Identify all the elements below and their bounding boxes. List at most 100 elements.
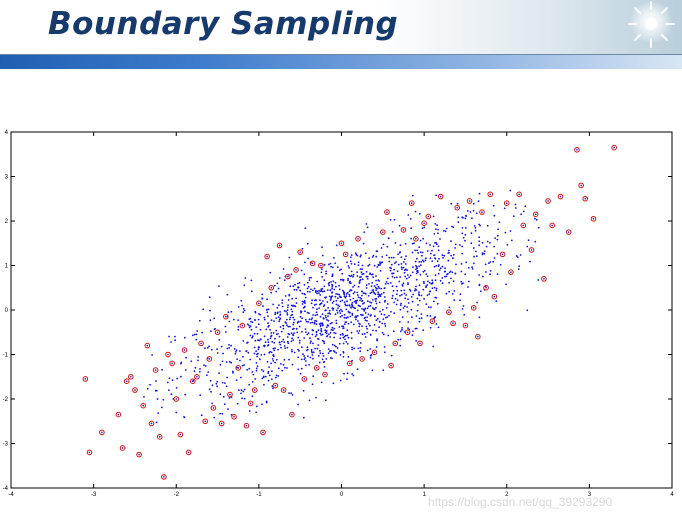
interior-point bbox=[335, 299, 338, 302]
boundary-point-center bbox=[266, 255, 268, 258]
interior-point bbox=[374, 286, 377, 289]
interior-point bbox=[432, 345, 435, 348]
interior-point bbox=[213, 317, 216, 320]
interior-point bbox=[322, 355, 325, 357]
interior-point bbox=[224, 382, 226, 384]
boundary-point-center bbox=[220, 422, 223, 425]
interior-point bbox=[326, 289, 329, 291]
interior-point bbox=[297, 403, 299, 406]
interior-point bbox=[404, 242, 407, 245]
boundary-point bbox=[355, 236, 361, 242]
boundary-point bbox=[421, 220, 427, 227]
interior-point bbox=[380, 247, 383, 249]
interior-point bbox=[361, 333, 364, 336]
x-tick-label: 0 bbox=[340, 492, 344, 498]
interior-point bbox=[411, 271, 414, 274]
interior-point bbox=[437, 232, 439, 235]
interior-point bbox=[343, 301, 346, 303]
interior-point bbox=[293, 305, 296, 307]
interior-point bbox=[306, 348, 309, 351]
interior-point bbox=[493, 257, 496, 259]
interior-point bbox=[537, 279, 540, 281]
interior-point bbox=[299, 320, 302, 323]
interior-point bbox=[348, 274, 351, 277]
boundary-point-center bbox=[324, 373, 326, 376]
boundary-point-center bbox=[130, 375, 132, 378]
interior-point bbox=[372, 276, 374, 279]
interior-point bbox=[483, 252, 486, 255]
interior-point bbox=[345, 317, 348, 319]
interior-point bbox=[293, 327, 295, 330]
interior-point bbox=[281, 369, 284, 372]
boundary-point-center bbox=[191, 380, 194, 383]
interior-point bbox=[290, 332, 293, 334]
interior-point bbox=[407, 282, 409, 284]
interior-point bbox=[425, 273, 428, 275]
interior-point bbox=[460, 263, 463, 265]
boundary-point bbox=[466, 198, 473, 204]
interior-point bbox=[254, 319, 257, 321]
interior-point bbox=[378, 301, 381, 304]
interior-point bbox=[331, 273, 334, 276]
interior-point bbox=[368, 257, 371, 259]
interior-point bbox=[354, 252, 357, 255]
interior-point bbox=[376, 338, 378, 341]
interior-point bbox=[391, 231, 394, 233]
interior-point bbox=[429, 252, 432, 255]
interior-point bbox=[365, 275, 368, 278]
interior-point bbox=[534, 240, 537, 243]
interior-point bbox=[289, 316, 292, 319]
interior-point bbox=[450, 240, 452, 243]
interior-point bbox=[379, 270, 382, 272]
interior-point bbox=[486, 240, 489, 243]
interior-point bbox=[269, 328, 271, 331]
interior-point bbox=[350, 331, 353, 334]
interior-point bbox=[355, 318, 357, 321]
interior-point bbox=[333, 288, 336, 291]
interior-point bbox=[369, 273, 371, 275]
interior-point bbox=[425, 257, 427, 260]
interior-point bbox=[342, 351, 345, 354]
interior-point bbox=[365, 284, 368, 286]
interior-point bbox=[348, 293, 351, 296]
interior-point bbox=[319, 332, 322, 335]
interior-point bbox=[410, 227, 412, 229]
interior-point bbox=[419, 251, 422, 254]
interior-point bbox=[417, 304, 419, 306]
interior-point bbox=[318, 289, 321, 292]
interior-point bbox=[315, 311, 318, 314]
interior-point bbox=[341, 272, 344, 275]
interior-point bbox=[479, 290, 482, 293]
interior-point bbox=[415, 340, 417, 342]
interior-point bbox=[306, 242, 309, 245]
interior-point bbox=[431, 249, 433, 252]
boundary-point bbox=[545, 198, 551, 204]
interior-point bbox=[396, 276, 398, 279]
boundary-point bbox=[404, 329, 411, 336]
interior-point bbox=[359, 279, 361, 282]
interior-point bbox=[402, 282, 405, 285]
interior-point bbox=[256, 365, 259, 367]
interior-point bbox=[371, 256, 374, 258]
interior-point bbox=[335, 303, 338, 306]
interior-point bbox=[342, 279, 345, 282]
interior-point bbox=[346, 343, 349, 345]
interior-point bbox=[312, 314, 314, 316]
interior-point bbox=[382, 291, 385, 294]
interior-point bbox=[387, 334, 390, 337]
interior-point bbox=[258, 339, 260, 342]
interior-point bbox=[335, 285, 337, 288]
interior-point bbox=[400, 263, 403, 265]
boundary-point bbox=[264, 253, 270, 260]
interior-point bbox=[376, 283, 379, 286]
interior-point bbox=[433, 286, 436, 289]
interior-point bbox=[451, 293, 454, 295]
boundary-point-center bbox=[613, 146, 615, 149]
boundary-point bbox=[239, 322, 246, 329]
y-tick-label: 0 bbox=[5, 308, 9, 314]
interior-point bbox=[369, 354, 372, 357]
interior-point bbox=[499, 264, 502, 266]
interior-point bbox=[331, 291, 334, 293]
interior-point bbox=[364, 307, 367, 310]
interior-point bbox=[250, 320, 252, 323]
